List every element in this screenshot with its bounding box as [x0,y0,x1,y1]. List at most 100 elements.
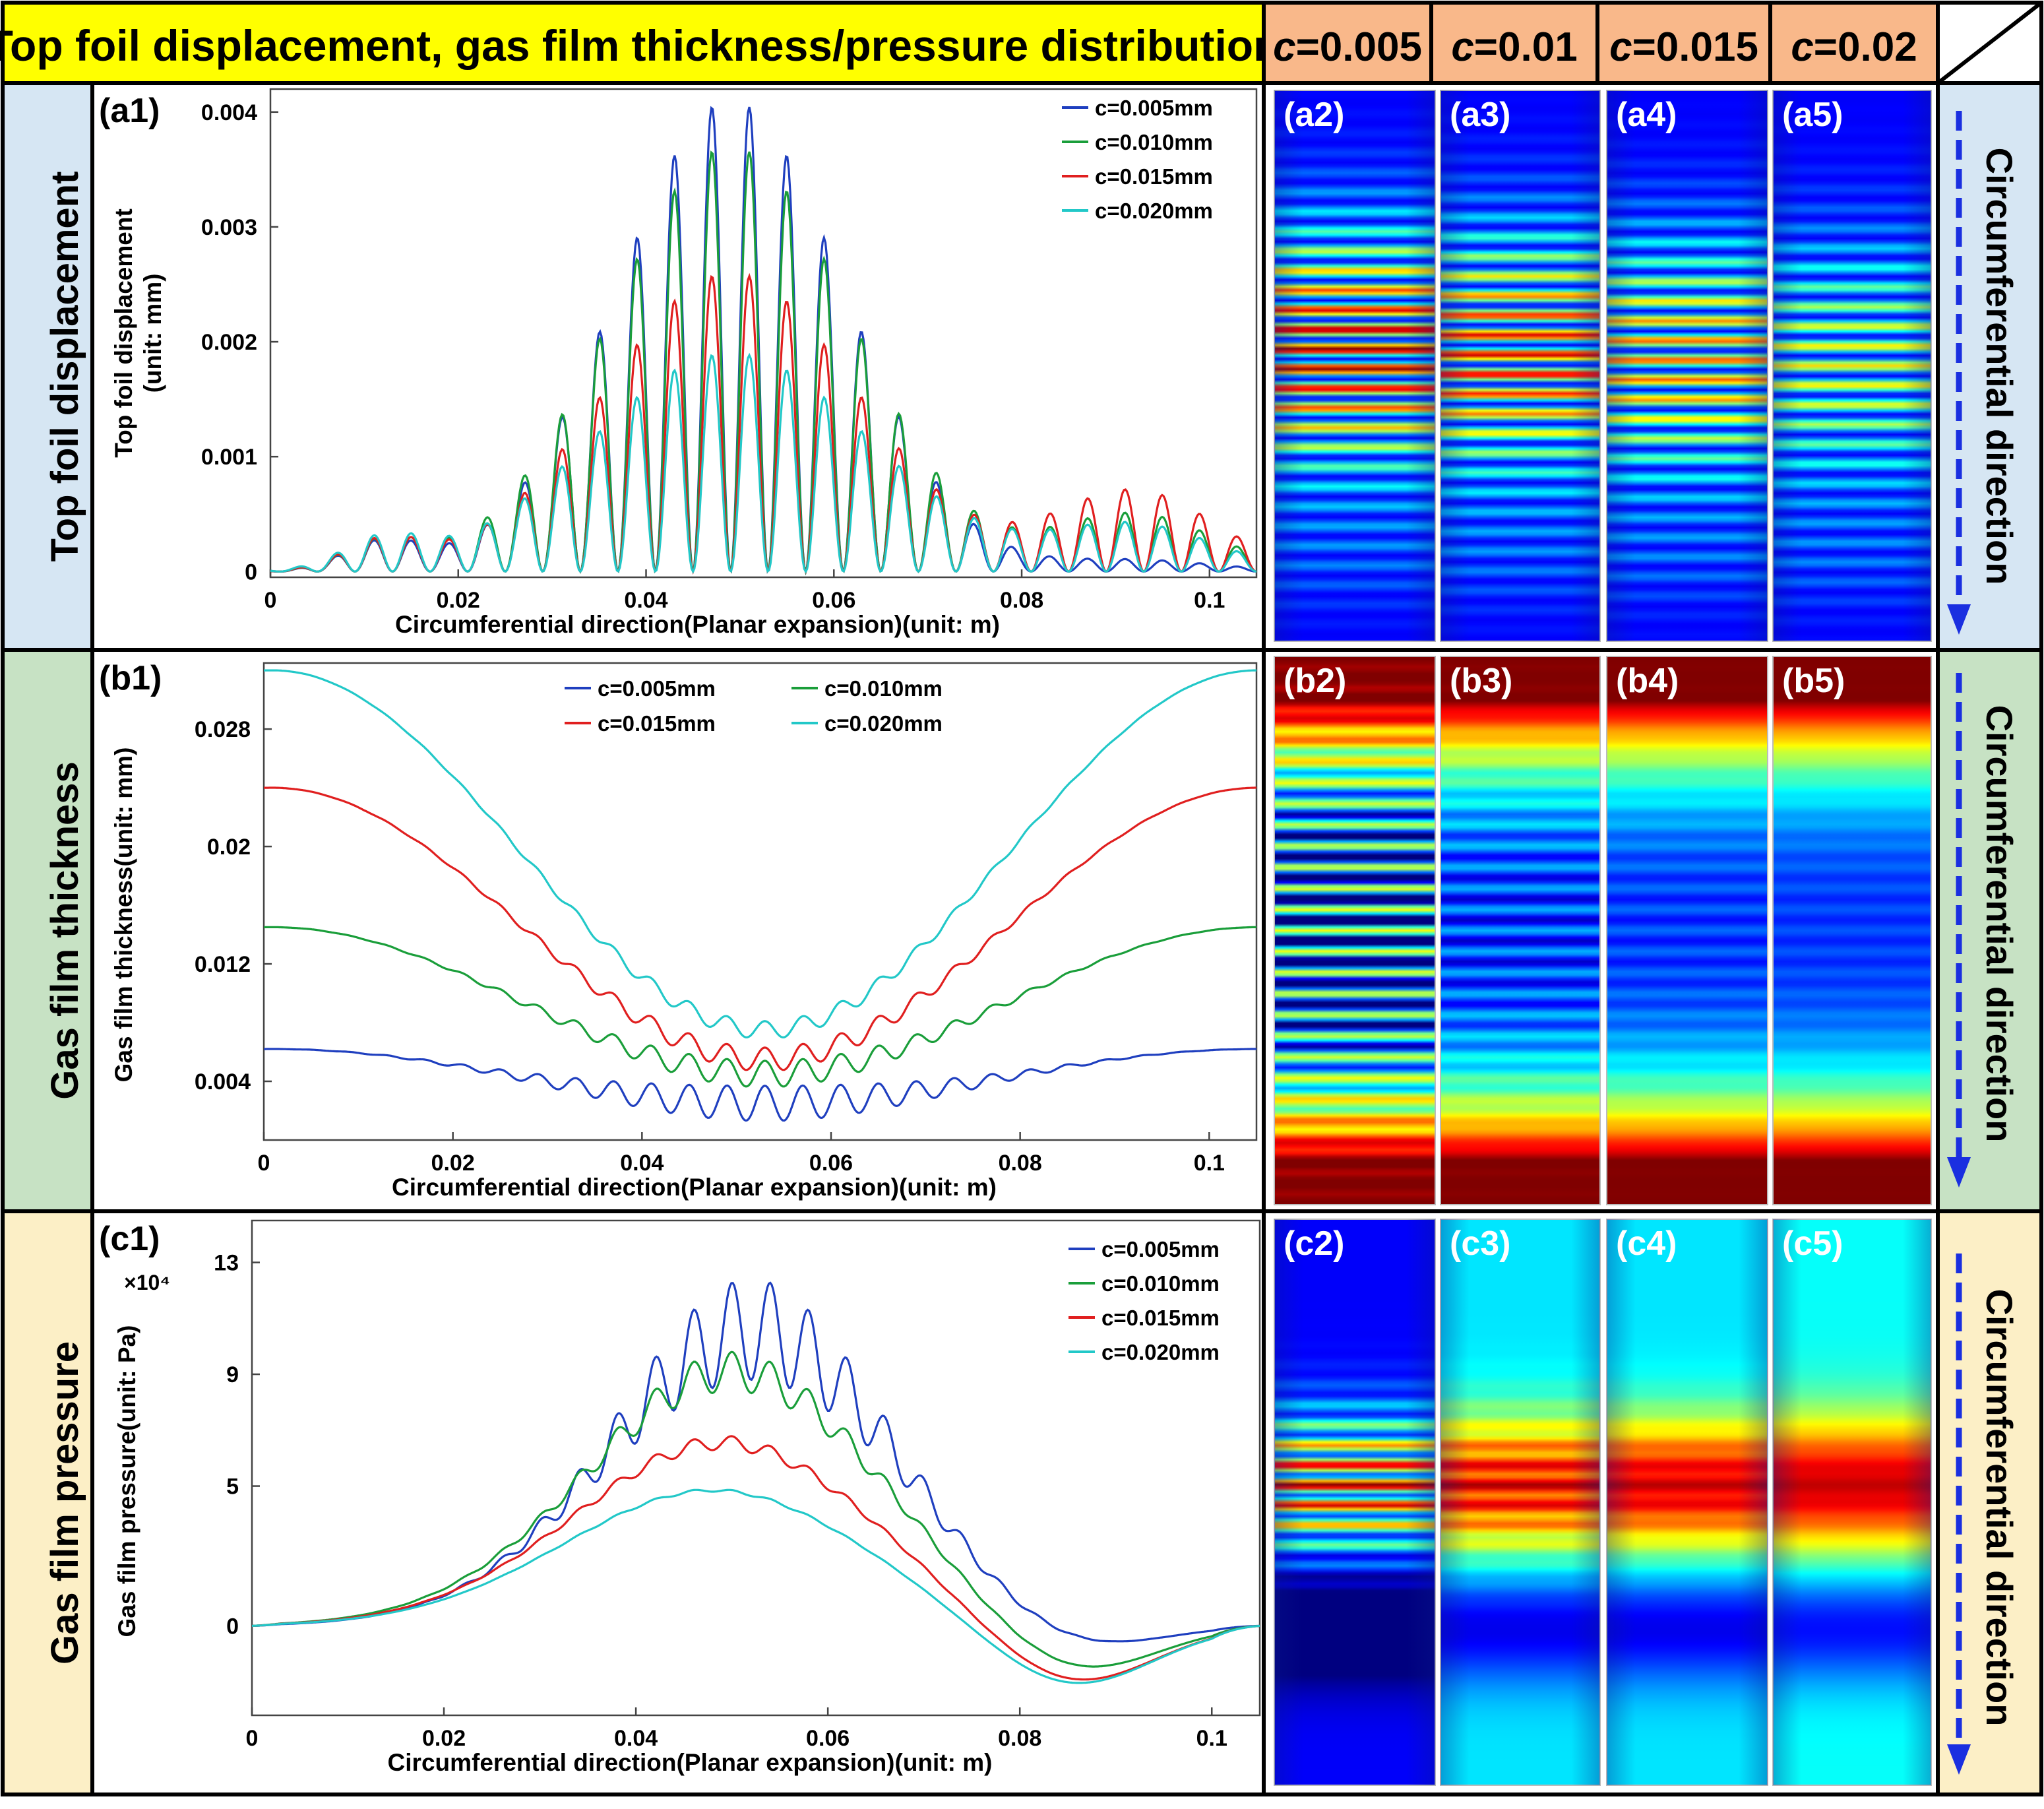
legend: c=0.005mm c=0.010mm c=0.015mm c=0.020mm [565,676,943,736]
heatmap-panel-label: (c2) [1284,1224,1344,1263]
y-axis-label: Gas film thickness(unit: mm) [110,747,137,1083]
chart-c1: 0 0.02 0.04 0.06 0.08 0.1 0 5 9 13 Circumferential… [99,1219,1261,1776]
direction-cell [1936,81,2043,652]
x-tick-label: 0.1 [1194,1151,1225,1176]
x-tick-label: 0.04 [620,1151,664,1176]
legend-label: c=0.010mm [1101,1271,1220,1296]
x-tick-label: 0.04 [624,588,667,613]
row-label: Gas film thickness [44,761,86,1100]
x-tick-label: 0.06 [809,1151,853,1176]
legend: c=0.005mm c=0.010mm c=0.015mm c=0.020mm [1062,96,1213,223]
row-label-cell [1,648,94,1213]
y-tick-label: 0.012 [195,952,251,977]
y-multiplier: ×10⁴ [124,1271,170,1294]
figure-title: Top foil displacement, gas film thicknes… [0,21,1280,70]
heatmap-edge-shade [1440,1219,1600,1785]
y-tick-label: 13 [214,1251,239,1276]
direction-arrow-head [1947,604,1971,635]
series-line-c=0.005mm [264,1048,1256,1122]
panel-label: (a1) [99,92,160,130]
y-tick-label: 0.004 [195,1069,251,1095]
heatmap-edge-shade [1773,90,1931,641]
chart-cell [90,648,1266,1213]
direction-label: Circumferential direction [1979,705,2020,1143]
direction-cell [1936,1209,2043,1796]
c-header-cells: c=0.005 c=0.01 c=0.015 c=0.02 [1262,1,1940,85]
heatmap-edge-shade [1274,90,1435,641]
c-header-label: c=0.02 [1791,24,1917,70]
y-tick-label: 5 [226,1475,239,1500]
x-tick-label: 0.02 [437,588,480,613]
chart-b1: 0 0.02 0.04 0.06 0.08 0.1 0.004 0.012 0.02 0.028 C… [99,659,1258,1201]
heatmap-panel [1274,656,1436,1205]
heatmap-panel-label: (a3) [1450,96,1510,134]
y-tick-label: 0.001 [201,445,257,470]
heatmap-panel-label: (b4) [1616,662,1679,700]
legend-label: c=0.015mm [1101,1306,1220,1330]
panel-label: (c1) [99,1220,160,1258]
x-tick-label: 0 [264,588,277,613]
row-label: Top foil displacement [44,172,86,562]
y-tick-label: 0.002 [201,330,257,355]
heatmap-panel-label: (c4) [1616,1224,1677,1263]
y-tick-label: 0 [226,1614,239,1639]
heatmap-edge-shade [1607,1219,1768,1785]
title-cell [1,1,1266,85]
heatmap-panel [1772,656,1932,1205]
x-tick-label: 0.02 [422,1726,466,1751]
direction-arrow-head [1947,1744,1971,1775]
panel-label: (b1) [99,659,162,697]
y-tick-label: 0 [245,559,257,585]
y-tick-label: 0.004 [201,100,257,125]
direction-label: Circumferential direction [1979,1289,2020,1727]
x-axis-label: Circumferential direction(Planar expansi… [392,1174,997,1201]
heatmap-edge-shade [1274,1219,1435,1785]
c-header-label: c=0.005 [1273,24,1422,70]
series-line-c=0.010mm [251,1350,1260,1668]
heatmap-panel-label: (a4) [1616,96,1677,134]
y-axis-label-unit: (unit: mm) [139,274,166,393]
legend-label: c=0.020mm [824,711,943,736]
heatmap-edge-shade [1773,1219,1931,1785]
heatmap-panel [1606,656,1768,1205]
x-tick-label: 0 [258,1151,270,1176]
series-line-c=0.015mm [251,1435,1260,1681]
y-tick-label: 9 [226,1362,239,1387]
chart-cell [90,1209,1266,1796]
x-tick-label: 0.08 [999,1151,1042,1176]
direction-arrows: Circumferential direction Circumferential… [1947,111,2020,1775]
x-tick-label: 0.06 [806,1726,850,1751]
legend-label: c=0.005mm [1095,96,1213,120]
c-header-label: c=0.01 [1451,24,1577,70]
y-tick-label: 0.028 [195,717,251,742]
direction-cell [1936,648,2043,1213]
chart-a1: 0 0.02 0.04 0.06 0.08 0.1 0 0.001 0.002 0.003 0.00… [99,88,1258,638]
heatmap-edge-shade [1440,90,1600,641]
x-tick-label: 0.02 [431,1151,475,1176]
heatmap-panel-label: (a5) [1782,96,1843,134]
series-line-c=0.015mm [264,786,1256,1071]
legend-label: c=0.005mm [598,676,716,701]
heatmap-panel-label: (b3) [1450,662,1512,700]
plot-area [269,88,1258,579]
legend-label: c=0.015mm [598,711,716,736]
plot-area [263,662,1258,1141]
x-tick-label: 0 [246,1726,259,1751]
c-header-label: c=0.015 [1609,24,1758,70]
legend-label: c=0.010mm [824,676,943,701]
x-axis-label: Circumferential direction(Planar expansi… [388,1749,993,1776]
y-axis-label: Gas film pressure(unit: Pa) [113,1325,140,1637]
legend-label: c=0.010mm [1095,130,1213,154]
series-line-c=0.010mm [264,926,1256,1088]
plot-area [251,1219,1261,1717]
heatmap-panel-label: (a2) [1284,96,1344,134]
x-tick-label: 0.04 [614,1726,658,1751]
diagonal-line [1936,1,2043,85]
x-tick-label: 0.06 [812,588,855,613]
legend: c=0.005mm c=0.010mm c=0.015mm c=0.020mm [1068,1237,1220,1364]
legend-label: c=0.015mm [1095,164,1213,189]
row-label: Gas film pressure [44,1341,86,1665]
heatmaps: (a2) (a3) (a4) (a5) (b2) (b3) (b4) (b5) (c2) (c3)… [1274,90,1932,1786]
y-axis-label: Top foil displacement [110,208,137,458]
